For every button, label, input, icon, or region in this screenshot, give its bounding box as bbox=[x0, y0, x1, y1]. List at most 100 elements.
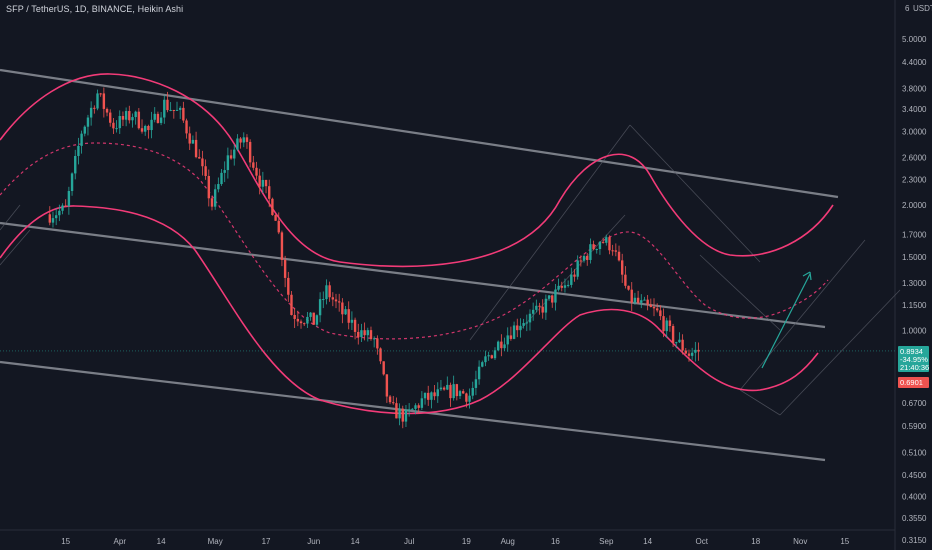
candle-body bbox=[163, 99, 166, 118]
candle-body bbox=[659, 310, 662, 317]
candle-body bbox=[617, 251, 621, 261]
candle-body bbox=[487, 355, 490, 357]
candle-body bbox=[140, 128, 144, 132]
candle-body bbox=[439, 387, 443, 390]
candle-body bbox=[376, 338, 379, 349]
candle-body bbox=[509, 335, 513, 339]
candle-body bbox=[649, 304, 653, 307]
channel-upper-line bbox=[0, 68, 839, 199]
candle-body bbox=[404, 409, 408, 422]
candle-body bbox=[554, 289, 557, 303]
candle-body bbox=[678, 339, 681, 343]
candle-body bbox=[347, 309, 350, 323]
candle-body bbox=[280, 232, 284, 260]
time-tick: Nov bbox=[793, 537, 807, 546]
envelope-mid bbox=[0, 142, 829, 340]
time-tick: 15 bbox=[840, 537, 849, 546]
candle-body bbox=[525, 322, 528, 324]
candle-body bbox=[74, 155, 77, 174]
pattern-line bbox=[519, 214, 626, 331]
time-tick: 14 bbox=[157, 537, 166, 546]
candle-body bbox=[414, 405, 417, 409]
candle-body bbox=[547, 295, 551, 299]
channel-mid-line bbox=[0, 221, 826, 329]
candle-body bbox=[185, 120, 188, 134]
candle-body bbox=[303, 323, 306, 325]
candle-body bbox=[668, 320, 672, 327]
secondary-price-label: 0.6901 bbox=[900, 378, 923, 387]
envelope-upper bbox=[0, 73, 834, 268]
price-tick: 0.5900 bbox=[902, 422, 927, 431]
candle-body bbox=[407, 409, 411, 411]
candle-body bbox=[242, 137, 245, 143]
candle-body bbox=[274, 215, 277, 221]
candle-body bbox=[687, 353, 691, 356]
candle-body bbox=[665, 320, 668, 332]
envelope-lower bbox=[0, 205, 819, 415]
price-tick: 1.1500 bbox=[902, 301, 927, 310]
candle-body bbox=[512, 325, 516, 339]
candle-body bbox=[694, 349, 697, 353]
price-tick: 1.5000 bbox=[902, 253, 927, 262]
candle-body bbox=[178, 107, 182, 110]
candle-body bbox=[417, 405, 420, 408]
candle-body bbox=[468, 395, 471, 402]
candle-body bbox=[128, 111, 131, 121]
candle-body bbox=[372, 338, 376, 340]
candle-body bbox=[198, 157, 201, 159]
candle-body bbox=[388, 396, 392, 403]
candle-body bbox=[188, 133, 191, 144]
candle-body bbox=[675, 342, 678, 344]
price-tick: 3.8000 bbox=[902, 85, 927, 94]
candle-body bbox=[541, 306, 544, 313]
candle-body bbox=[385, 374, 389, 397]
candle-body bbox=[401, 408, 404, 422]
candle-body bbox=[493, 350, 497, 359]
candle-body bbox=[293, 314, 296, 319]
price-tick: 1.7000 bbox=[902, 230, 927, 239]
candle-body bbox=[89, 107, 93, 118]
price-tick: 3.0000 bbox=[902, 128, 927, 137]
price-tick: 0.3550 bbox=[902, 514, 927, 523]
candle-body bbox=[633, 297, 637, 303]
candle-body bbox=[153, 113, 156, 120]
candle-body bbox=[312, 312, 315, 325]
candle-body bbox=[601, 241, 605, 243]
candle-body bbox=[576, 260, 579, 277]
candle-body bbox=[595, 249, 598, 251]
candle-body bbox=[614, 250, 618, 252]
candle-body bbox=[697, 349, 700, 352]
candle-body bbox=[182, 107, 185, 121]
candle-body bbox=[531, 309, 535, 314]
candle-body bbox=[455, 384, 459, 397]
candle-body bbox=[102, 93, 106, 109]
candle-body bbox=[337, 301, 341, 303]
price-tick: 0.5100 bbox=[902, 449, 927, 458]
candle-body bbox=[86, 117, 90, 127]
candle-body bbox=[671, 326, 675, 343]
candle-body bbox=[341, 302, 344, 315]
candle-body bbox=[503, 344, 506, 349]
candle-body bbox=[229, 155, 233, 159]
candle-body bbox=[582, 255, 586, 261]
candle-body bbox=[630, 289, 633, 303]
candle-body bbox=[452, 384, 455, 399]
candle-body bbox=[124, 111, 128, 120]
candle-body bbox=[172, 109, 176, 111]
price-tick: 0.4000 bbox=[902, 493, 927, 502]
current-price-label: 0.8934 bbox=[900, 347, 923, 356]
candle-body bbox=[134, 111, 137, 118]
candle-body bbox=[115, 128, 118, 130]
price-tick: 0.3150 bbox=[902, 536, 927, 545]
price-tick: 1.3000 bbox=[902, 279, 927, 288]
candle-body bbox=[77, 145, 80, 156]
candle-body bbox=[93, 107, 96, 109]
candle-body bbox=[624, 274, 627, 286]
candle-body bbox=[236, 138, 239, 150]
candle-body bbox=[277, 220, 280, 233]
candle-body bbox=[175, 109, 179, 111]
candle-body bbox=[395, 403, 398, 419]
price-tick: 2.6000 bbox=[902, 153, 927, 162]
candle-body bbox=[430, 392, 433, 400]
